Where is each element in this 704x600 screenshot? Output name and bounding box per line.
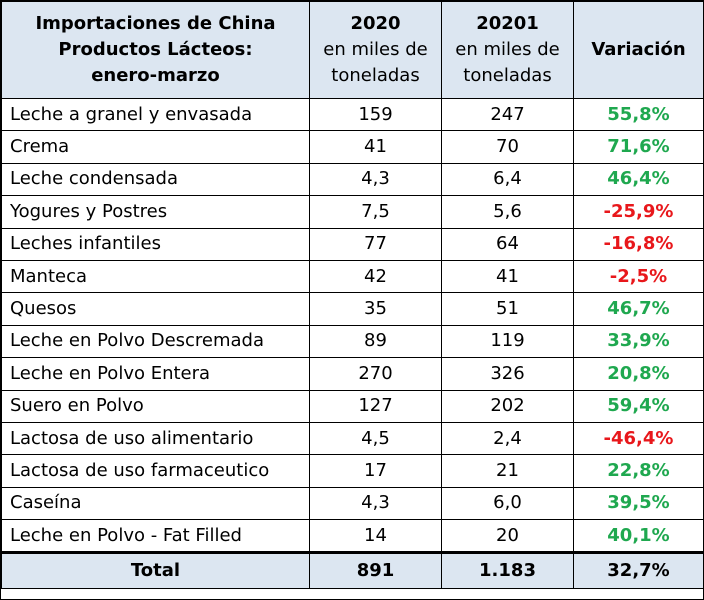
value-2021-cell: 119 bbox=[441, 324, 574, 359]
variation-cell: 39,5% bbox=[573, 486, 704, 521]
value-2020-cell: 4,5 bbox=[309, 421, 442, 456]
table-row: Manteca 42 41 -2,5% bbox=[1, 259, 704, 294]
variation-cell: 46,4% bbox=[573, 162, 704, 197]
variation-cell: -16,8% bbox=[573, 227, 704, 261]
table-row: Caseína 4,3 6,0 39,5% bbox=[1, 486, 704, 521]
value-2021-cell: 6,4 bbox=[441, 162, 574, 197]
header-2020-unit: en miles de bbox=[323, 39, 428, 60]
product-cell: Leche en Polvo Descremada bbox=[1, 324, 310, 359]
product-cell: Caseína bbox=[1, 486, 310, 521]
value-2021-cell: 6,0 bbox=[441, 486, 574, 521]
product-cell: Lactosa de uso farmaceutico bbox=[1, 454, 310, 488]
product-cell: Leche a granel y envasada bbox=[1, 97, 310, 132]
variation-cell: 22,8% bbox=[573, 454, 704, 488]
value-2020-cell: 270 bbox=[309, 357, 442, 391]
value-2021-cell: 70 bbox=[441, 130, 574, 164]
value-2020-cell: 77 bbox=[309, 227, 442, 261]
header-2021-unit: en miles de bbox=[455, 39, 560, 60]
table-row: Suero en Polvo 127 202 59,4% bbox=[1, 389, 704, 423]
value-2021-cell: 326 bbox=[441, 357, 574, 391]
total-2021: 1.183 bbox=[441, 551, 574, 590]
header-2021-unit: toneladas bbox=[463, 65, 552, 86]
value-2021-cell: 202 bbox=[441, 389, 574, 423]
product-cell: Quesos bbox=[1, 292, 310, 326]
header-2021: 20201 en miles de toneladas bbox=[441, 1, 574, 99]
value-2020-cell: 4,3 bbox=[309, 486, 442, 521]
value-2021-cell: 5,6 bbox=[441, 195, 574, 229]
variation-cell: 20,8% bbox=[573, 357, 704, 391]
variation-cell: 59,4% bbox=[573, 389, 704, 423]
variation-cell: 46,7% bbox=[573, 292, 704, 326]
table-row: Yogures y Postres 7,5 5,6 -25,9% bbox=[1, 195, 704, 229]
product-cell: Yogures y Postres bbox=[1, 195, 310, 229]
total-variation: 32,7% bbox=[573, 551, 704, 590]
header-title-line: enero-marzo bbox=[91, 65, 220, 86]
table-row: Leche a granel y envasada 159 247 55,8% bbox=[1, 97, 704, 132]
product-cell: Lactosa de uso alimentario bbox=[1, 421, 310, 456]
value-2021-cell: 41 bbox=[441, 259, 574, 294]
total-row: Total 891 1.183 32,7% bbox=[1, 551, 704, 590]
value-2021-cell: 247 bbox=[441, 97, 574, 132]
value-2021-cell: 2,4 bbox=[441, 421, 574, 456]
header-2020-year: 2020 bbox=[350, 13, 401, 34]
table-row: Leche en Polvo Descremada 89 119 33,9% bbox=[1, 324, 704, 359]
table-row: Quesos 35 51 46,7% bbox=[1, 292, 704, 326]
value-2020-cell: 7,5 bbox=[309, 195, 442, 229]
value-2020-cell: 127 bbox=[309, 389, 442, 423]
table-row: Leches infantiles 77 64 -16,8% bbox=[1, 227, 704, 261]
variation-cell: -2,5% bbox=[573, 259, 704, 294]
product-cell: Manteca bbox=[1, 259, 310, 294]
total-label: Total bbox=[1, 551, 310, 590]
table-row: Leche en Polvo - Fat Filled 14 20 40,1% bbox=[1, 519, 704, 554]
header-row: Importaciones de China Productos Lácteos… bbox=[1, 1, 704, 99]
variation-cell: -25,9% bbox=[573, 195, 704, 229]
value-2021-cell: 20 bbox=[441, 519, 574, 554]
product-cell: Crema bbox=[1, 130, 310, 164]
value-2020-cell: 42 bbox=[309, 259, 442, 294]
value-2021-cell: 51 bbox=[441, 292, 574, 326]
header-variation: Variación bbox=[573, 1, 704, 99]
table-row: Leche en Polvo Entera 270 326 20,8% bbox=[1, 357, 704, 391]
variation-cell: 33,9% bbox=[573, 324, 704, 359]
header-2020: 2020 en miles de toneladas bbox=[309, 1, 442, 99]
header-title-line: Importaciones de China bbox=[35, 13, 276, 34]
value-2020-cell: 14 bbox=[309, 519, 442, 554]
table-row: Crema 41 70 71,6% bbox=[1, 130, 704, 164]
value-2020-cell: 89 bbox=[309, 324, 442, 359]
product-cell: Leche en Polvo - Fat Filled bbox=[1, 519, 310, 554]
header-2020-unit: toneladas bbox=[331, 65, 420, 86]
table-row: Leche condensada 4,3 6,4 46,4% bbox=[1, 162, 704, 197]
value-2020-cell: 159 bbox=[309, 97, 442, 132]
variation-cell: -46,4% bbox=[573, 421, 704, 456]
value-2021-cell: 64 bbox=[441, 227, 574, 261]
variation-cell: 71,6% bbox=[573, 130, 704, 164]
product-cell: Leches infantiles bbox=[1, 227, 310, 261]
header-title: Importaciones de China Productos Lácteos… bbox=[1, 1, 310, 99]
table-row: Lactosa de uso alimentario 4,5 2,4 -46,4% bbox=[1, 421, 704, 456]
value-2020-cell: 17 bbox=[309, 454, 442, 488]
total-2020: 891 bbox=[309, 551, 442, 590]
header-2021-year: 20201 bbox=[476, 13, 539, 34]
product-cell: Leche en Polvo Entera bbox=[1, 357, 310, 391]
variation-cell: 55,8% bbox=[573, 97, 704, 132]
value-2020-cell: 4,3 bbox=[309, 162, 442, 197]
product-cell: Leche condensada bbox=[1, 162, 310, 197]
table-row: Lactosa de uso farmaceutico 17 21 22,8% bbox=[1, 454, 704, 488]
header-title-line: Productos Lácteos: bbox=[58, 39, 253, 60]
value-2021-cell: 21 bbox=[441, 454, 574, 488]
variation-cell: 40,1% bbox=[573, 519, 704, 554]
product-cell: Suero en Polvo bbox=[1, 389, 310, 423]
value-2020-cell: 35 bbox=[309, 292, 442, 326]
value-2020-cell: 41 bbox=[309, 130, 442, 164]
